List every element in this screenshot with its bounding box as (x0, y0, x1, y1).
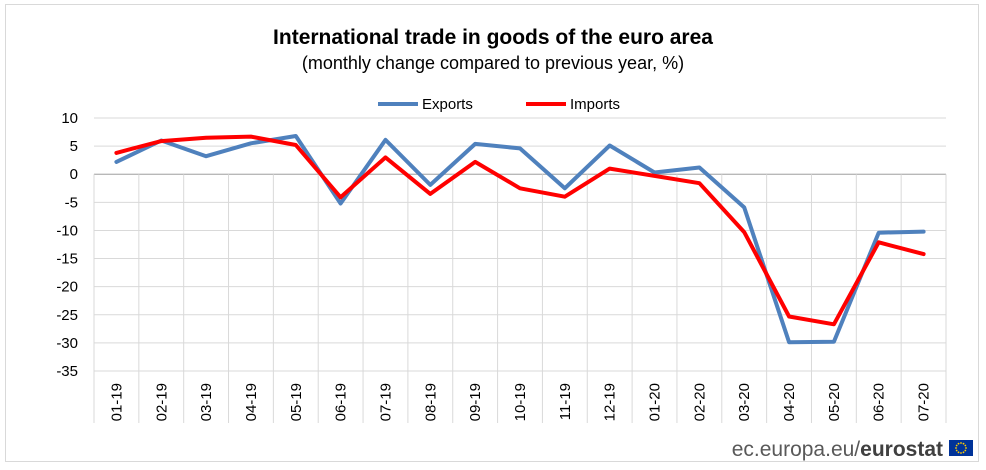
eu-flag-star (960, 442, 962, 444)
x-tick-label: 03-19 (198, 383, 215, 421)
legend-label-imports: Imports (570, 96, 620, 113)
grid-lines (94, 117, 946, 372)
chart-frame: International trade in goods of the euro… (5, 4, 979, 462)
branding-text: ec.europa.eu/eurostat (732, 438, 943, 461)
y-tick-label: 0 (70, 166, 78, 183)
chart-subtitle: (monthly change compared to previous yea… (302, 53, 684, 73)
y-tick-label: 10 (61, 110, 78, 127)
y-tick-label: -30 (56, 335, 78, 352)
eu-flag-star (957, 442, 960, 445)
legend: Exports Imports (378, 96, 620, 113)
eu-flag-star (962, 451, 965, 454)
chart-svg: International trade in goods of the euro… (56, 26, 973, 461)
x-tick-label: 04-20 (781, 383, 798, 421)
eu-flag-star (955, 447, 957, 449)
y-tick-label: -20 (56, 279, 78, 296)
y-tick-label: -15 (56, 251, 78, 268)
chart-title: International trade in goods of the euro… (273, 26, 713, 49)
eu-flag-background (949, 440, 973, 456)
y-tick-label: -25 (56, 307, 78, 324)
x-tick-label: 06-20 (871, 383, 888, 421)
x-tick-label: 06-19 (333, 383, 350, 421)
eu-flag-star (962, 442, 965, 445)
x-tick-label: 02-20 (691, 383, 708, 421)
x-tick-label: 02-19 (153, 383, 170, 421)
eu-flag-star (964, 449, 967, 452)
y-tick-label: -5 (65, 194, 78, 211)
eu-flag-star (964, 444, 967, 447)
x-tick-label: 12-19 (602, 383, 619, 421)
x-tick-label: 01-19 (108, 383, 125, 421)
x-tick-label: 11-19 (557, 383, 574, 420)
series-line-imports (114, 134, 926, 327)
x-tick-label: 08-19 (422, 383, 439, 421)
x-tick-label: 07-19 (377, 383, 394, 421)
y-tick-label: 5 (70, 138, 78, 155)
eurostat-branding: ec.europa.eu/eurostat (732, 438, 973, 461)
series-line-exports (114, 134, 926, 345)
eu-flag-star (965, 447, 967, 449)
eu-flag-star (957, 451, 960, 454)
x-tick-label: 01-20 (647, 383, 664, 421)
x-tick-label: 04-19 (243, 383, 260, 421)
y-axis-ticks: 10 5 0 -5 -10 -15 -20 -25 -30 -35 (56, 110, 78, 380)
x-tick-label: 03-20 (736, 383, 753, 421)
branding-name: eurostat (860, 438, 943, 461)
y-tick-label: -10 (56, 222, 78, 239)
eu-flag-icon (949, 440, 973, 456)
eu-flag-star (955, 449, 958, 452)
x-axis-ticks: 01-19 02-19 03-19 04-19 05-19 06-19 07-19 08-19… (93, 174, 947, 423)
x-tick-label: 10-19 (512, 383, 529, 421)
x-tick-label: 09-19 (467, 383, 484, 421)
x-tick-label: 05-19 (288, 383, 305, 421)
x-tick-label: 05-20 (826, 383, 843, 421)
x-tick-label: 07-20 (916, 383, 933, 421)
eu-flag-star (955, 444, 958, 447)
series-lines (114, 134, 926, 345)
eu-flag-star (960, 452, 962, 454)
eu-flag-stars (955, 442, 967, 454)
legend-label-exports: Exports (422, 96, 473, 113)
branding-domain: ec.europa.eu/ (732, 438, 861, 461)
y-tick-label: -35 (56, 363, 78, 380)
